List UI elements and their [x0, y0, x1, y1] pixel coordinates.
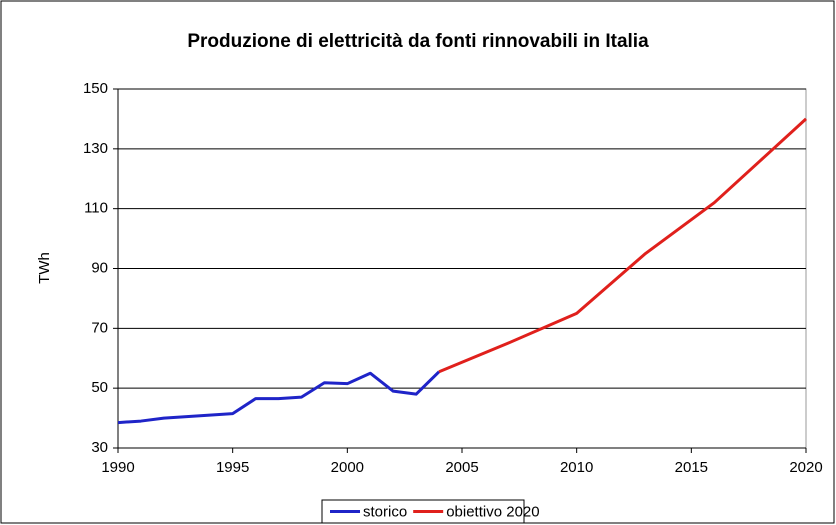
x-tick-label: 2000	[331, 459, 364, 476]
x-tick-label: 1990	[101, 459, 134, 476]
y-tick-label: 90	[91, 259, 108, 276]
x-tick-label: 2015	[675, 459, 708, 476]
y-tick-label: 110	[84, 200, 108, 217]
line-series	[117, 370, 441, 425]
x-tick-label: 2005	[445, 459, 478, 476]
y-tick-label: 70	[91, 319, 108, 336]
y-tick-label: 130	[83, 140, 108, 157]
y-tick-label: 30	[91, 439, 108, 456]
legend-label: obiettivo 2020	[446, 503, 539, 520]
chart-title: Produzione di elettricità da fonti rinno…	[187, 31, 649, 52]
x-tick-label: 1995	[216, 459, 249, 476]
legend-label: storico	[363, 503, 407, 520]
x-tick-label: 2020	[789, 459, 822, 476]
line-series	[438, 117, 808, 374]
y-tick-label: 50	[91, 379, 108, 396]
x-tick-label: 2010	[560, 459, 593, 476]
y-axis-label: TWh	[36, 252, 53, 284]
y-tick-label: 150	[83, 80, 108, 97]
